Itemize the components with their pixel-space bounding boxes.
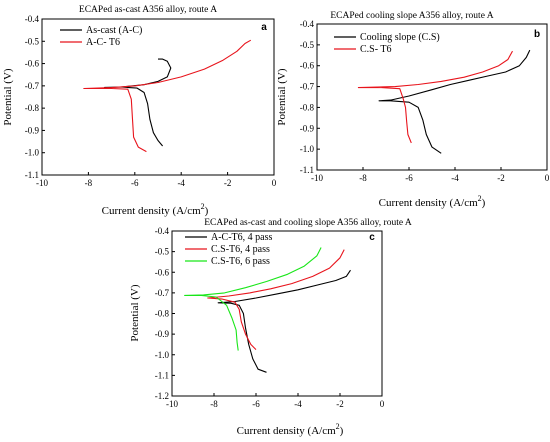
- y-tick-label: -0.8: [300, 102, 315, 112]
- series-line-1: [217, 269, 351, 373]
- y-tick-label: -0.8: [155, 309, 170, 319]
- x-tick-label: -4: [177, 178, 185, 188]
- x-tick-label: -8: [359, 173, 367, 183]
- y-tick-label: -0.9: [25, 125, 40, 135]
- series-line-1: [104, 58, 172, 147]
- x-tick-label: -10: [311, 173, 323, 183]
- y-tick-label: -0.7: [25, 81, 40, 91]
- y-tick-label: -0.4: [300, 19, 315, 29]
- y-tick-label: -0.4: [155, 226, 170, 236]
- chart-panel-a: -10 -8 -6 -4 -2 0 -1.1 -1.0 -0.9 -0.8 -0.7 -0.6 -0.5…: [2, 5, 277, 217]
- panel-label: a: [261, 22, 267, 33]
- legend-entry: C.S-T6, 6 pass: [211, 256, 270, 267]
- panel-label: c: [369, 232, 375, 243]
- x-tick-label: -6: [405, 173, 413, 183]
- y-tick-label: -1.0: [155, 350, 170, 360]
- y-axis-label: Potential (V): [2, 68, 14, 125]
- y-tick-label: -0.5: [155, 247, 170, 257]
- x-axis-label: Current density (A/cm2): [379, 194, 486, 209]
- x-tick-label: 0: [545, 173, 550, 183]
- legend-entry: C.S-T6, 4 pass: [211, 244, 270, 255]
- y-tick-label: -0.6: [155, 267, 170, 277]
- y-tick-label: -0.8: [25, 103, 40, 113]
- legend-entry: C.S- T6: [360, 44, 392, 55]
- legend-entry: A-C- T6: [86, 37, 120, 48]
- y-tick-label: -0.5: [300, 40, 315, 50]
- x-tick-label: -10: [166, 399, 178, 409]
- x-tick-label: -2: [224, 178, 232, 188]
- x-tick-label: -6: [252, 399, 260, 409]
- series-line-2: [357, 50, 513, 144]
- y-tick-label: -1.1: [155, 370, 169, 380]
- plot-frame: [41, 18, 275, 176]
- chart-panel-c: -10 -8 -6 -4 -2 0 -1.2 -1.1 -1.0 -0.9 -0.8 -0.7 -0.6…: [129, 218, 412, 437]
- x-tick-label: -8: [85, 178, 93, 188]
- x-tick-label: -6: [131, 178, 139, 188]
- chart-title: ECAPed as-cast and cooling slope A356 al…: [204, 218, 412, 228]
- y-axis-label: Potential (V): [276, 68, 288, 125]
- legend-entry: A-C-T6, 4 pass: [211, 232, 272, 243]
- x-tick-label: -2: [336, 399, 344, 409]
- plot-frame: [316, 23, 548, 171]
- y-tick-label: -0.7: [300, 82, 315, 92]
- y-tick-label: -0.6: [300, 61, 315, 71]
- chart-title: ECAPed as-cast A356 alloy, route A: [79, 5, 217, 15]
- y-axis-label: Potential (V): [129, 284, 141, 341]
- y-tick-label: -1.1: [300, 165, 314, 175]
- y-tick-label: -1.0: [25, 148, 40, 158]
- x-tick-label: 0: [272, 178, 277, 188]
- legend-entry: Cooling slope (C.S): [360, 32, 440, 43]
- series-line-3: [184, 247, 322, 351]
- y-tick-label: -1.2: [155, 391, 169, 401]
- x-tick-label: 0: [380, 399, 385, 409]
- y-tick-label: -0.4: [25, 14, 40, 24]
- x-tick-label: -10: [36, 178, 48, 188]
- x-tick-label: -4: [294, 399, 302, 409]
- x-tick-label: -4: [451, 173, 459, 183]
- x-tick-label: -2: [497, 173, 505, 183]
- panel-label: b: [534, 29, 540, 40]
- series-line-2: [83, 39, 252, 153]
- chart-title: ECAPed cooling slope A356 alloy, route A: [330, 11, 493, 21]
- x-axis-label: Current density (A/cm2): [102, 202, 209, 217]
- y-tick-label: -1.0: [300, 144, 315, 154]
- x-tick-label: -8: [210, 399, 218, 409]
- plot-frame: [171, 230, 383, 397]
- legend-entry: As-cast (A-C): [86, 25, 142, 36]
- y-tick-label: -0.9: [300, 123, 315, 133]
- y-tick-label: -0.6: [25, 59, 40, 69]
- chart-panel-b: -10 -8 -6 -4 -2 0 -1.1 -1.0 -0.9 -0.8 -0.7 -0.6 -0.5…: [276, 11, 550, 209]
- y-tick-label: -0.9: [155, 329, 170, 339]
- series-line-2: [207, 249, 345, 350]
- series-line-1: [378, 49, 531, 154]
- y-tick-label: -0.5: [25, 36, 40, 46]
- x-axis-label: Current density (A/cm2): [237, 422, 344, 437]
- y-tick-label: -0.7: [155, 288, 170, 298]
- y-tick-label: -1.1: [25, 170, 39, 180]
